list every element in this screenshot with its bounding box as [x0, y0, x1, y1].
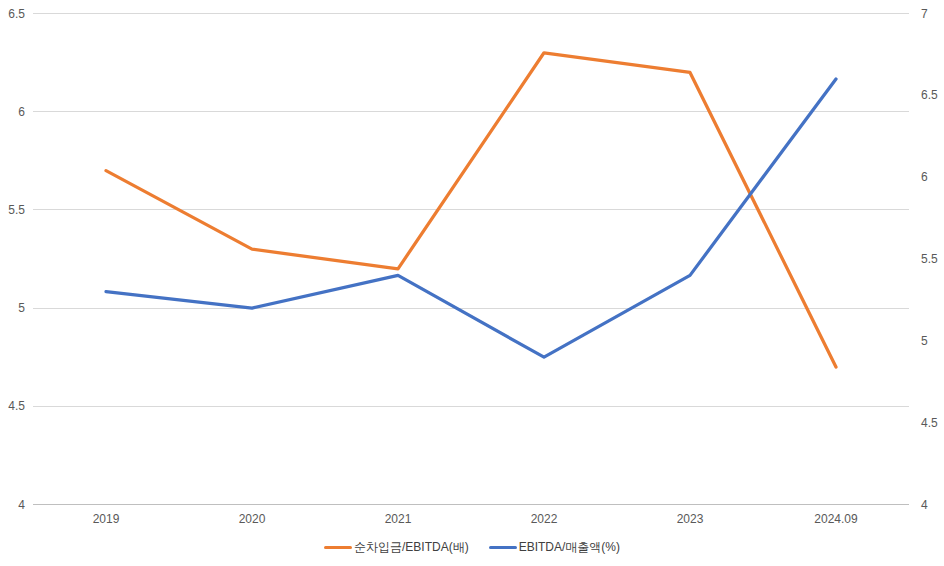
y-axis-left-tick-label: 5.5: [8, 203, 25, 217]
x-axis-tick-label: 2021: [385, 512, 412, 526]
x-axis-tick-label: 2020: [239, 512, 266, 526]
y-axis-right-tick-label: 7: [921, 7, 928, 21]
y-axis-left-tick-label: 4: [18, 498, 25, 512]
y-axis-left-tick-label: 5: [18, 301, 25, 315]
y-axis-left-tick-label: 6: [18, 105, 25, 119]
plot-area: 4 4.5 5 5.5 6 6.5 4 4.5 5 5.5 6 6.5 7 2019 2020 2021 202…: [0, 0, 944, 566]
dual-axis-line-chart: 4 4.5 5 5.5 6 6.5 4 4.5 5 5.5 6 6.5 7 2019 2020 2021 202…: [0, 0, 944, 566]
legend-line-swatch: [324, 546, 352, 549]
y-axis-right-tick-label: 5.5: [921, 252, 938, 266]
legend-label: EBITDA/매출액(%): [519, 541, 620, 553]
chart-legend: 순차입금/EBITDA(배) EBITDA/매출액(%): [0, 538, 944, 556]
y-axis-right-tick-label: 5: [921, 334, 928, 348]
x-axis-tick-label: 2024.09: [814, 512, 858, 526]
legend-item-1: EBITDA/매출액(%): [489, 541, 620, 553]
y-axis-left-tick-label: 6.5: [8, 7, 25, 21]
y-axis-right-tick-label: 6: [921, 170, 928, 184]
x-axis-tick-label: 2019: [93, 512, 120, 526]
legend-label: 순차입금/EBITDA(배): [354, 541, 469, 553]
series-line-1: [106, 79, 836, 357]
y-axis-right-tick-label: 6.5: [921, 88, 938, 102]
x-axis-tick-label: 2022: [531, 512, 558, 526]
y-axis-right-tick-label: 4: [921, 498, 928, 512]
x-axis-tick-label: 2023: [677, 512, 704, 526]
y-axis-right-tick-label: 4.5: [921, 416, 938, 430]
y-axis-left-tick-label: 4.5: [8, 399, 25, 413]
legend-item-0: 순차입금/EBITDA(배): [324, 541, 469, 553]
legend-line-swatch: [489, 546, 517, 549]
